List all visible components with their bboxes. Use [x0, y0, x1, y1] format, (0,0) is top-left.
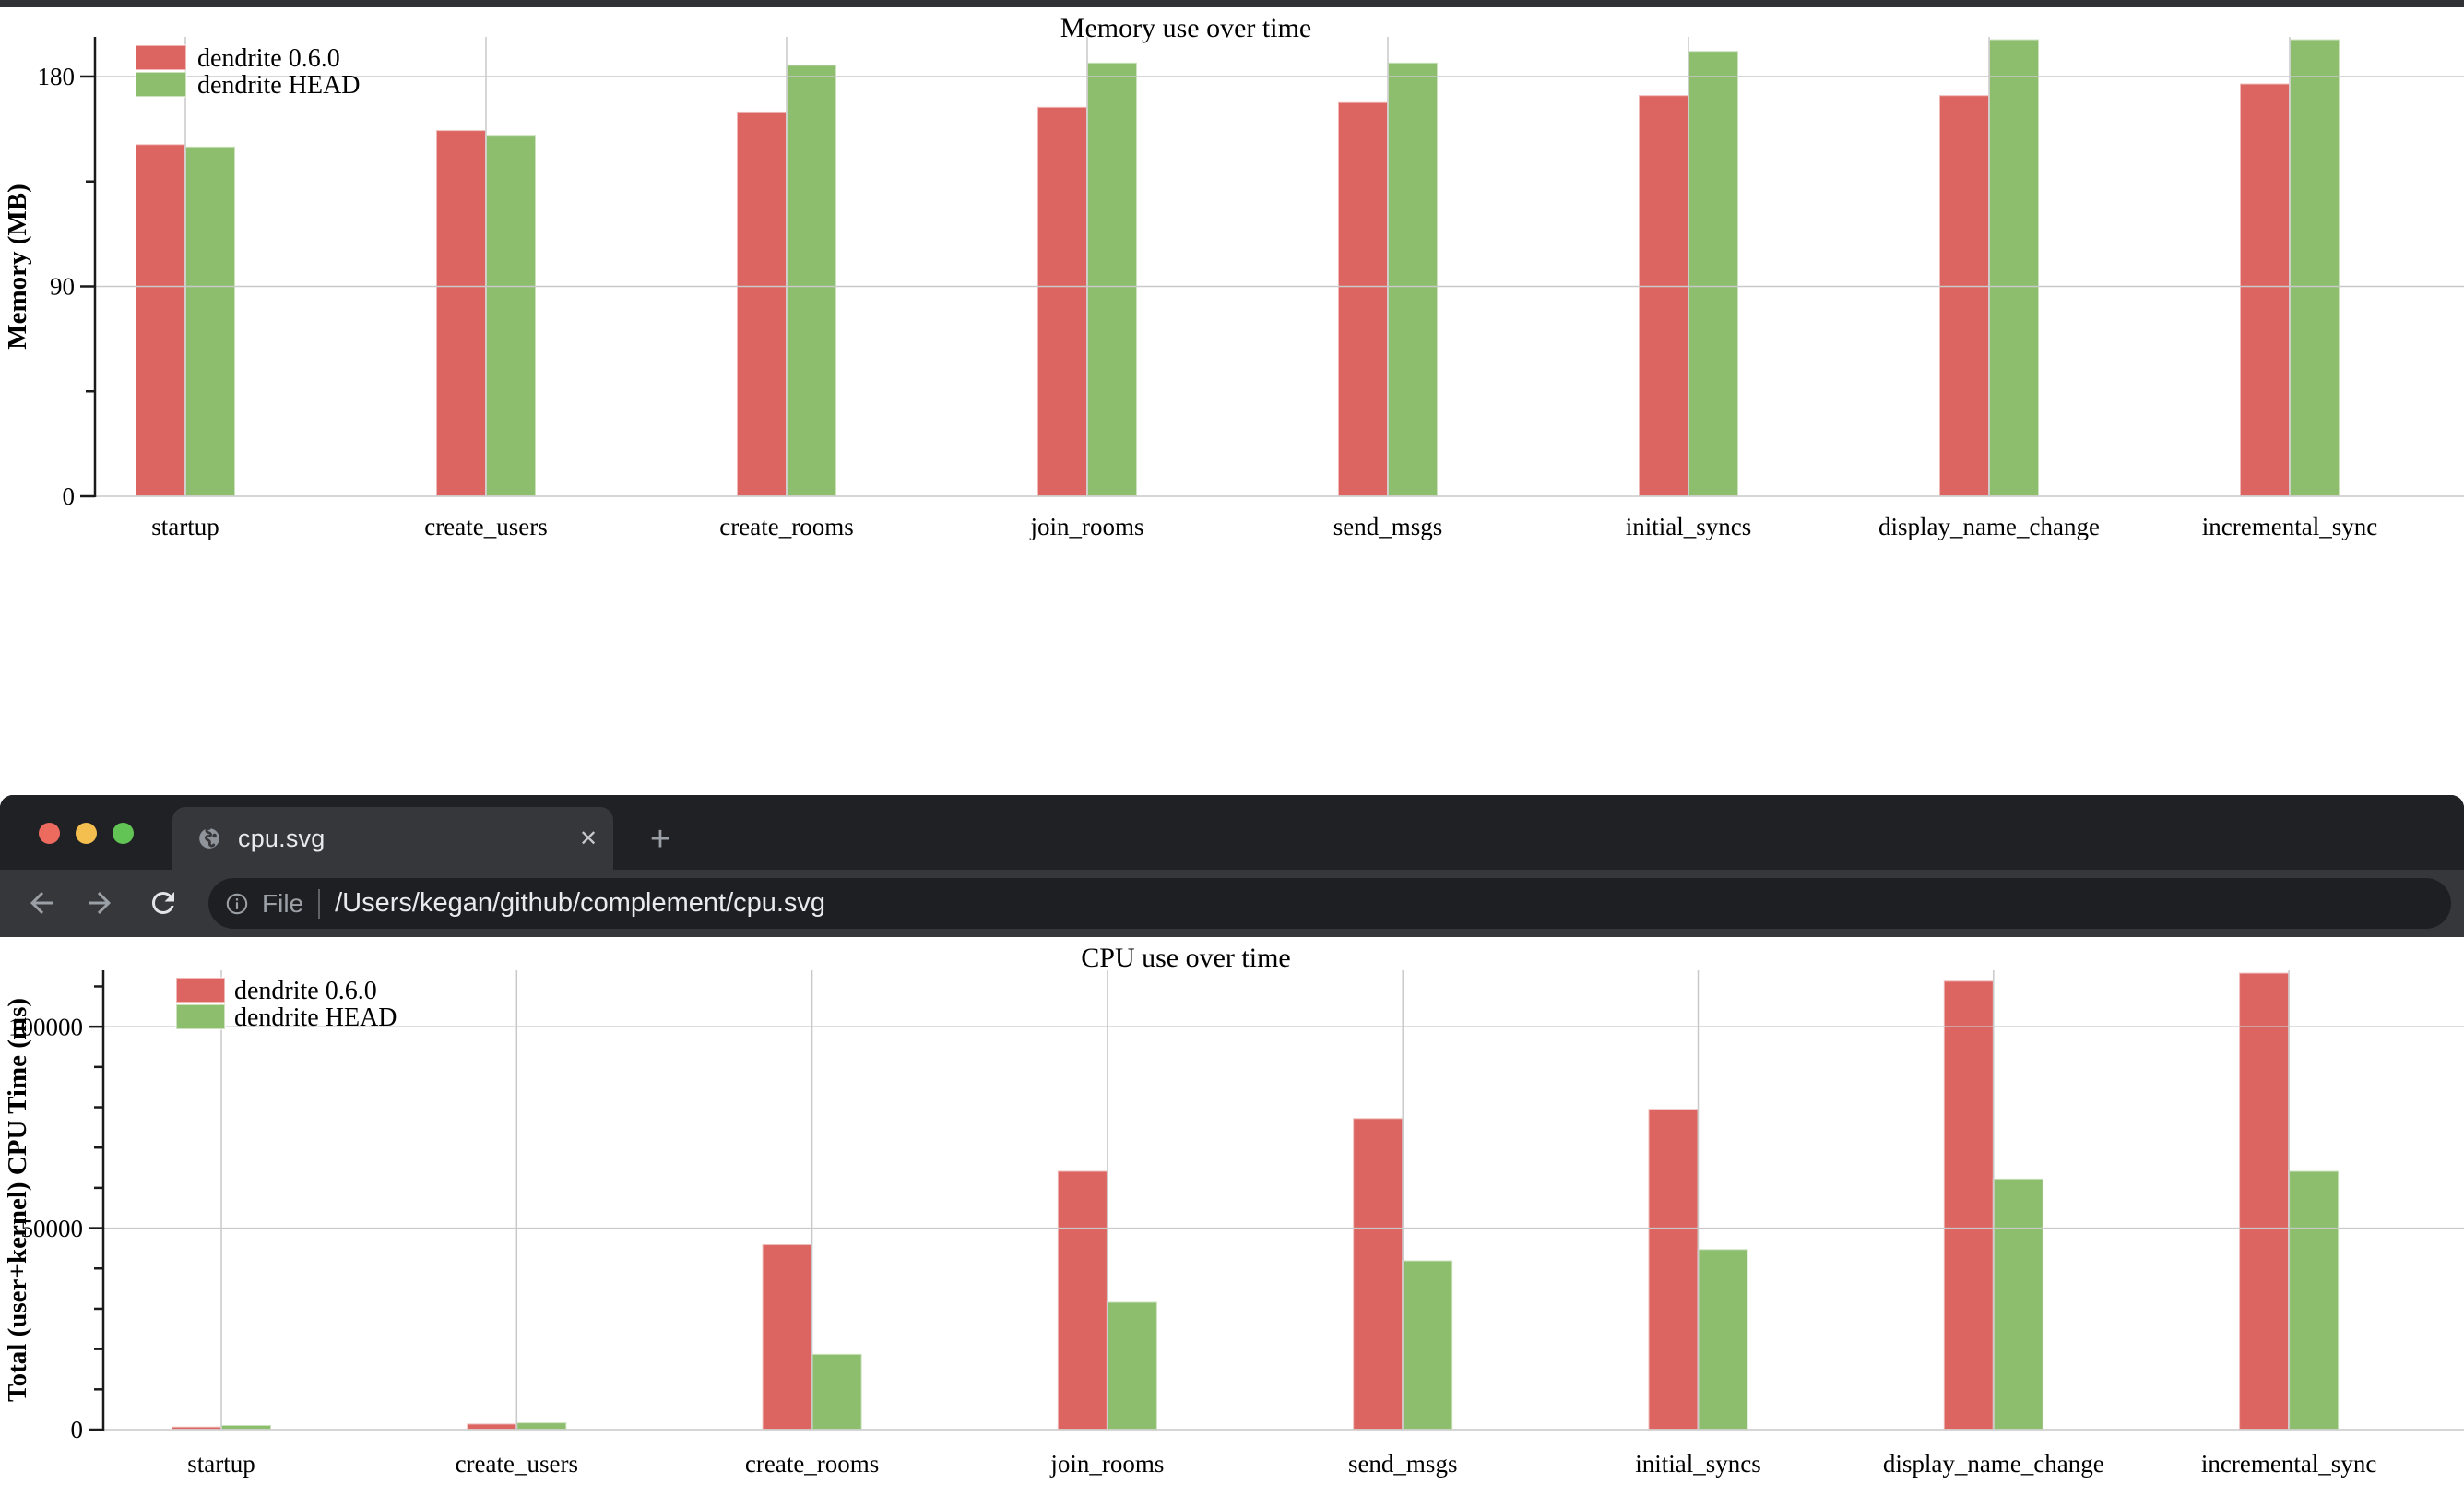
y-axis-label: Memory (MB) [3, 184, 32, 350]
x-category-label: send_msgs [1348, 1450, 1458, 1478]
url-text: /Users/kegan/github/complement/cpu.svg [335, 888, 826, 918]
address-divider [318, 888, 321, 919]
tab-cpu-svg[interactable]: cpu.svg ✕ [172, 807, 613, 870]
bar-dendrite-HEAD-create_rooms [786, 64, 837, 498]
bar-dendrite-HEAD-send_msgs [1402, 1259, 1454, 1431]
y-tick-label: 90 [50, 273, 75, 301]
cpu-chart: 0 50000 100000 startup create_users create_ro… [3, 943, 2464, 1478]
x-category-label: startup [187, 1450, 255, 1478]
y-tick-label: 180 [38, 63, 76, 90]
tab-close-icon[interactable]: ✕ [578, 825, 598, 851]
x-category-label: create_rooms [719, 513, 853, 540]
browser-toolbar: File /Users/kegan/github/complement/cpu.… [0, 870, 2464, 937]
bar-dendrite-HEAD-join_rooms [1086, 61, 1138, 498]
scheme-label: File [262, 888, 304, 918]
bar-dendrite-HEAD-initial_syncs [1697, 1248, 1749, 1431]
bar-dendrite-0.6.0-create_rooms [761, 1243, 813, 1431]
x-category-label: create_rooms [745, 1450, 879, 1478]
bar-dendrite-0.6.0-create_rooms [736, 110, 788, 497]
new-tab-button[interactable]: + [649, 820, 671, 859]
bar-dendrite-0.6.0-send_msgs [1352, 1117, 1404, 1431]
legend-label-1: dendrite HEAD [234, 1003, 397, 1032]
bar-dendrite-HEAD-initial_syncs [1688, 50, 1739, 497]
bar-dendrite-HEAD-join_rooms [1106, 1300, 1158, 1431]
bar-dendrite-HEAD-display_name_change [1992, 1177, 2044, 1431]
bar-dendrite-0.6.0-startup [135, 143, 186, 497]
bar-dendrite-0.6.0-display_name_change [1942, 980, 1995, 1431]
legend-swatch-0 [135, 44, 187, 71]
bar-dendrite-HEAD-create_rooms [811, 1352, 863, 1431]
legend-swatch-0 [175, 977, 226, 1003]
back-icon[interactable] [25, 886, 58, 920]
bar-dendrite-0.6.0-initial_syncs [1638, 94, 1689, 497]
forward-icon[interactable] [83, 886, 116, 920]
x-category-label: display_name_change [1883, 1450, 2104, 1478]
x-category-label: send_msgs [1333, 513, 1443, 540]
info-icon[interactable] [225, 892, 249, 916]
x-category-label: initial_syncs [1626, 513, 1752, 540]
legend-label-1: dendrite HEAD [197, 71, 361, 100]
x-category-label: startup [151, 513, 219, 540]
x-category-label: create_users [424, 513, 547, 540]
bar-dendrite-0.6.0-incremental_sync [2239, 82, 2291, 497]
bar-dendrite-HEAD-startup [220, 1423, 272, 1431]
bar-dendrite-0.6.0-create_users [466, 1422, 518, 1431]
legend-label-0: dendrite 0.6.0 [197, 44, 340, 73]
chart-title: Memory use over time [1060, 13, 1311, 43]
legend-swatch-1 [175, 1003, 226, 1030]
chart-title: CPU use over time [1081, 943, 1290, 973]
bar-dendrite-HEAD-incremental_sync [2288, 1169, 2340, 1431]
y-tick-label: 50000 [21, 1215, 84, 1242]
bar-dendrite-0.6.0-join_rooms [1037, 105, 1088, 498]
tab-title: cpu.svg [238, 824, 326, 852]
globe-icon [199, 826, 219, 849]
x-category-label: create_users [456, 1450, 578, 1478]
macos-minimize-button[interactable] [76, 822, 97, 844]
y-axis-label: Total (user+kernel) CPU Time (ms) [3, 998, 32, 1402]
bar-dendrite-HEAD-startup [184, 145, 236, 497]
legend-label-0: dendrite 0.6.0 [234, 977, 377, 1005]
reload-icon[interactable] [147, 886, 180, 920]
x-category-label: join_rooms [1049, 1450, 1164, 1478]
bar-dendrite-0.6.0-initial_syncs [1647, 1108, 1700, 1431]
y-tick-label: 100000 [8, 1013, 83, 1040]
cpu-page: 0 50000 100000 startup create_users create_ro… [0, 937, 2464, 1496]
macos-close-button[interactable] [39, 822, 60, 844]
bar-dendrite-HEAD-create_users [515, 1421, 568, 1431]
legend-swatch-1 [135, 71, 187, 98]
x-category-label: initial_syncs [1635, 1450, 1761, 1478]
memory-chart: 0 90 180 startup create_users create_rooms joi… [3, 13, 2464, 540]
tab-strip: cpu.svg ✕ + [0, 795, 2464, 870]
window-edge-strip [0, 0, 2464, 7]
y-tick-label: 0 [71, 1416, 84, 1443]
bar-dendrite-HEAD-display_name_change [1988, 38, 2040, 497]
address-bar[interactable]: File /Users/kegan/github/complement/cpu.… [208, 878, 2451, 929]
bar-dendrite-0.6.0-join_rooms [1056, 1169, 1108, 1431]
x-category-label: join_rooms [1029, 513, 1143, 540]
bar-dendrite-0.6.0-display_name_change [1938, 94, 1990, 497]
bar-dendrite-0.6.0-create_users [435, 129, 487, 497]
x-category-label: incremental_sync [2201, 1450, 2376, 1478]
bar-dendrite-HEAD-send_msgs [1387, 61, 1439, 498]
bar-dendrite-0.6.0-incremental_sync [2238, 971, 2291, 1431]
bar-dendrite-HEAD-create_users [485, 134, 537, 498]
bar-dendrite-0.6.0-send_msgs [1337, 101, 1389, 497]
x-category-label: display_name_change [1878, 513, 2100, 540]
x-category-label: incremental_sync [2202, 513, 2377, 540]
macos-zoom-button[interactable] [113, 822, 134, 844]
y-tick-label: 0 [63, 482, 76, 510]
browser-window: cpu.svg ✕ + File [0, 795, 2464, 1496]
bar-dendrite-HEAD-incremental_sync [2289, 38, 2340, 497]
memory-page: 0 90 180 startup create_users create_rooms joi… [0, 7, 2464, 795]
